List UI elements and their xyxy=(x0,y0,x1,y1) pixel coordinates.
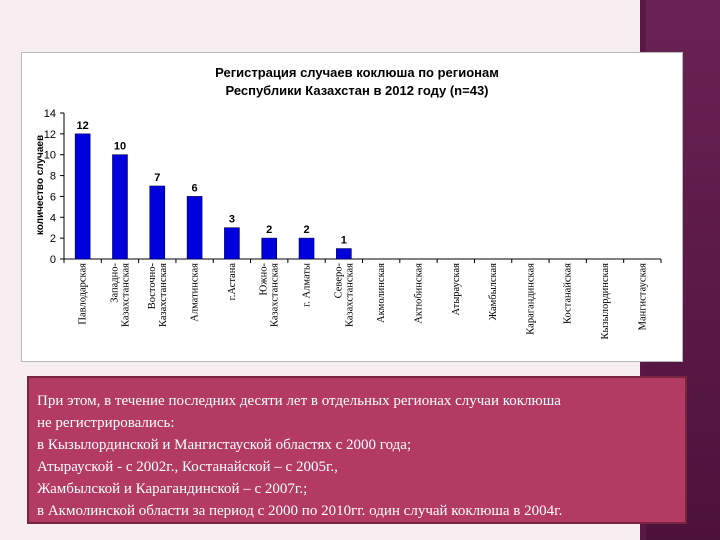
x-tick-label: Северо- xyxy=(333,263,344,299)
x-tick-label: Актюбинская xyxy=(413,263,424,324)
x-tick-label: Атырауская xyxy=(451,263,462,316)
x-tick-label: Южно- xyxy=(259,263,270,296)
bar xyxy=(336,248,352,260)
bar xyxy=(112,154,128,260)
x-tick-label: Казахстанская xyxy=(270,263,281,327)
bar xyxy=(149,185,166,260)
data-label: 10 xyxy=(114,141,126,153)
note-line: в Акмолинской области за период с 2000 п… xyxy=(37,503,563,519)
data-label: 6 xyxy=(192,182,198,194)
x-tick-label: Акмолинская xyxy=(376,263,387,323)
bar xyxy=(298,237,315,260)
note-line: Атырауской - с 2002г., Костанайской – с … xyxy=(37,459,338,475)
x-tick-label: Карагандинская xyxy=(525,263,536,335)
y-tick-label: 14 xyxy=(44,108,56,120)
x-tick-label: Казахстанская xyxy=(158,263,169,327)
y-tick-label: 6 xyxy=(50,191,56,203)
y-tick-label: 2 xyxy=(50,233,56,245)
y-axis-label: количество случаев xyxy=(35,135,46,235)
x-tick-label: Жамбылская xyxy=(488,263,499,320)
data-label: 2 xyxy=(266,224,272,236)
x-tick-label: Павлодарская xyxy=(78,263,89,325)
x-tick-label: Алматинская xyxy=(190,263,201,322)
note-line: не регистрировались: xyxy=(37,415,175,431)
bar xyxy=(186,196,203,260)
bar xyxy=(261,237,278,260)
data-label: 3 xyxy=(229,214,235,226)
data-label: 7 xyxy=(154,172,160,184)
note-line: в Кызылординской и Мангистауской областя… xyxy=(37,437,412,453)
chart-frame: Регистрация случаев коклюша по регионам … xyxy=(21,52,683,362)
chart-title-line-1: Регистрация случаев коклюша по регионам xyxy=(215,65,499,80)
x-tick-label: Казахстанская xyxy=(120,263,131,327)
bar-chart: Регистрация случаев коклюша по регионам … xyxy=(35,65,662,340)
x-tick-label: Казахстанская xyxy=(344,263,355,327)
y-tick-label: 8 xyxy=(50,171,56,183)
y-tick-label: 12 xyxy=(44,129,56,141)
y-tick-label: 0 xyxy=(50,254,56,266)
data-label: 12 xyxy=(77,120,89,132)
y-tick-label: 10 xyxy=(44,150,56,162)
x-tick-label: г.Астана xyxy=(227,263,238,301)
bar xyxy=(224,227,240,260)
chart-title-line-2: Республики Казахстан в 2012 году (n=43) xyxy=(225,83,488,98)
x-tick-label: г. Алматы xyxy=(302,263,313,307)
note-box: При этом, в течение последних десяти лет… xyxy=(27,376,687,524)
y-tick-label: 4 xyxy=(50,212,56,224)
x-tick-label: Западно- xyxy=(109,263,120,303)
x-tick-label: Мангистауская xyxy=(637,263,648,331)
data-label: 1 xyxy=(341,235,347,247)
x-tick-label: Восточно- xyxy=(147,263,158,310)
bar xyxy=(74,133,91,260)
x-tick-label: Кызылординская xyxy=(600,263,611,340)
note-line: Жамбылской и Карагандинской – с 2007г.; xyxy=(37,481,308,497)
data-label: 2 xyxy=(303,224,309,236)
x-tick-label: Костанайская xyxy=(563,263,574,324)
note-line: При этом, в течение последних десяти лет… xyxy=(37,393,561,409)
